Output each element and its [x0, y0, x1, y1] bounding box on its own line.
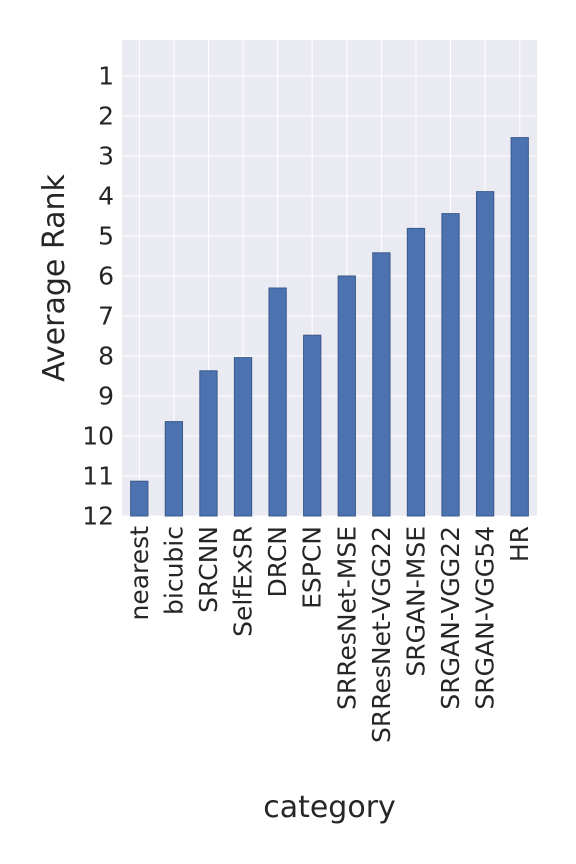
bar-srgan-mse	[406, 227, 426, 517]
y-tick-label: 1	[98, 62, 114, 91]
bar-nearest	[130, 480, 149, 517]
y-axis-label: Average Rank	[37, 174, 72, 382]
x-tick-label: nearest	[125, 526, 154, 621]
bar-selfexsr	[233, 357, 253, 517]
bars	[130, 137, 529, 517]
bar-srcnn	[199, 370, 218, 517]
y-tick-label: 8	[98, 342, 114, 371]
x-tick-label: SRGAN-VGG22	[436, 526, 465, 710]
x-tick-label: SRCNN	[194, 526, 223, 613]
x-tick-label: SRGAN-VGG54	[471, 526, 500, 710]
y-tick-label: 7	[98, 302, 114, 331]
y-tick-label: 2	[98, 102, 114, 131]
y-tick-label: 10	[82, 422, 114, 451]
x-tick-label: HR	[505, 526, 534, 562]
bar-srresnet-mse	[337, 275, 356, 517]
x-tick-label: DRCN	[263, 526, 292, 598]
bar-bicubic	[164, 421, 184, 517]
x-tick-label: SelfExSR	[229, 526, 258, 637]
x-tick-label: SRResNet-MSE	[332, 526, 361, 710]
y-tick-label: 3	[98, 142, 114, 171]
y-tick-label: 4	[98, 182, 114, 211]
plot-background	[122, 40, 537, 516]
x-axis-label: category	[263, 790, 396, 825]
x-tick-label: SRGAN-MSE	[401, 526, 430, 677]
y-tick-label: 11	[82, 462, 114, 491]
bar-srresnet-vgg22	[372, 252, 391, 517]
bar-hr	[510, 137, 529, 517]
x-tick-label: ESPCN	[298, 526, 327, 609]
y-tick-label: 5	[98, 222, 114, 251]
bar-srgan-vgg54	[475, 191, 495, 517]
x-tick-label: bicubic	[159, 526, 188, 615]
y-tick-label: 9	[98, 382, 114, 411]
bar-espcn	[303, 334, 322, 517]
bar-drcn	[268, 287, 287, 517]
bar-srgan-vgg22	[441, 213, 460, 517]
y-tick-label: 12	[82, 502, 114, 531]
y-tick-label: 6	[98, 262, 114, 291]
x-tick-label: SRResNet-VGG22	[367, 526, 396, 743]
x-axis-ticks: nearest bicubic SRCNN SelfExSR DRCN ESPCN SRRe…	[125, 526, 534, 743]
